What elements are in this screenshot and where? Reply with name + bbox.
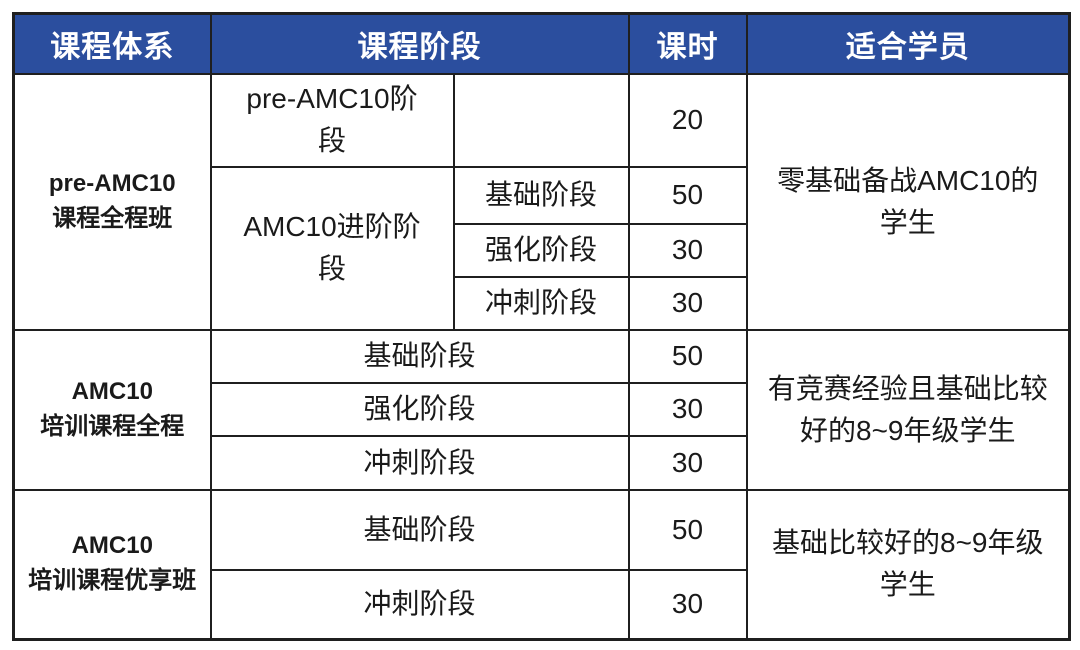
course-table: 课程体系 课程阶段 课时 适合学员 pre-AMC10 课程全程班 pre-AM…	[12, 12, 1071, 641]
group1-hours4-cell: 30	[627, 275, 748, 331]
table-row: AMC10 培训课程全程 基础阶段 50 有竞赛经验且基础比较 好的8~9年级学…	[12, 328, 1071, 491]
group2-stage3-cell: 冲刺阶段	[209, 434, 630, 491]
group1-stage1-cell: pre-AMC10阶 段	[209, 72, 455, 168]
group3-hours1-cell: 50	[627, 488, 748, 571]
group2-hours2-cell: 30	[627, 381, 748, 437]
table-row: 冲刺阶段 30	[14, 434, 1070, 491]
group2-stage2-cell: 强化阶段	[209, 381, 630, 437]
group1-substage4-cell: 冲刺阶段	[452, 275, 630, 331]
table-row: 冲刺阶段 30	[14, 568, 1070, 641]
table-row: pre-AMC10 课程全程班 pre-AMC10阶 段 20 零基础备战AMC…	[12, 72, 1071, 331]
header-course-system: 课程体系	[12, 12, 212, 75]
group2-hours1-cell: 50	[627, 328, 748, 384]
group1-name-cell: pre-AMC10 课程全程班	[12, 72, 212, 331]
table-row: AMC10进阶阶 段 基础阶段 50	[14, 165, 1070, 331]
header-suitable-students: 适合学员	[745, 12, 1071, 75]
group1-hours1-cell: 20	[627, 72, 748, 168]
table-row: AMC10 培训课程优享班 基础阶段 50 基础比较好的8~9年级 学生	[12, 488, 1071, 641]
group3-hours2-cell: 30	[627, 568, 748, 641]
header-course-stage: 课程阶段	[209, 12, 630, 75]
group1-substage1-cell	[452, 72, 630, 168]
header-row: 课程体系 课程阶段 课时 适合学员	[12, 12, 1071, 75]
table-row: 强化阶段 30	[14, 222, 1070, 278]
group2-stage1-cell: 基础阶段	[209, 328, 630, 384]
group1-substage3-cell: 强化阶段	[452, 222, 630, 278]
table-row: 强化阶段 30	[14, 381, 1070, 437]
header-class-hours: 课时	[627, 12, 748, 75]
group1-stage2-cell: AMC10进阶阶 段	[209, 165, 455, 331]
group1-substage2-cell: 基础阶段	[452, 165, 630, 225]
group3-stage1-cell: 基础阶段	[209, 488, 630, 571]
table-row: 冲刺阶段 30	[14, 275, 1070, 331]
group2-hours3-cell: 30	[627, 434, 748, 491]
group1-hours3-cell: 30	[627, 222, 748, 278]
group2-name-cell: AMC10 培训课程全程	[12, 328, 212, 491]
group3-name-cell: AMC10 培训课程优享班	[12, 488, 212, 641]
group1-audience-cell: 零基础备战AMC10的 学生	[745, 72, 1071, 331]
group3-audience-cell: 基础比较好的8~9年级 学生	[745, 488, 1071, 641]
group2-audience-cell: 有竞赛经验且基础比较 好的8~9年级学生	[745, 328, 1071, 491]
group3-stage2-cell: 冲刺阶段	[209, 568, 630, 641]
group1-hours2-cell: 50	[627, 165, 748, 225]
